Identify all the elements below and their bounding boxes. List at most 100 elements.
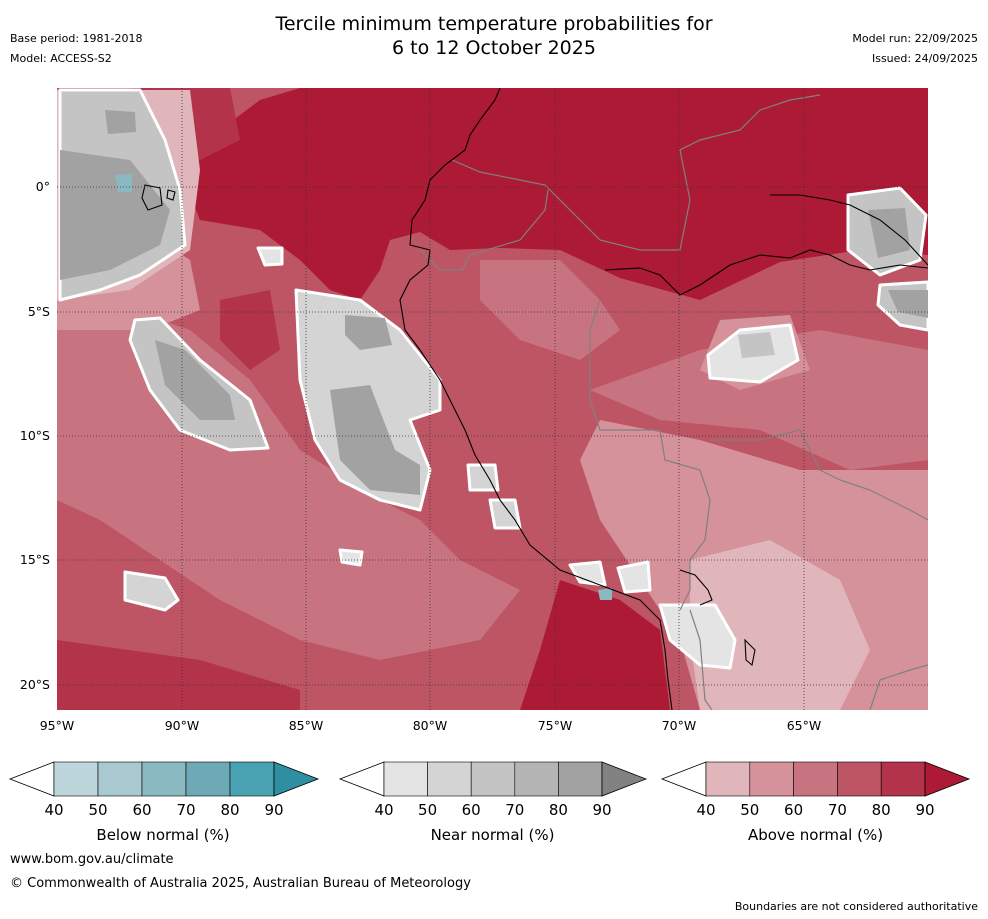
near-tick-90: 90: [592, 801, 612, 819]
below-spot-coast: [598, 588, 612, 600]
colorbar-below: [8, 761, 320, 797]
border-bolivia-chile: [689, 609, 713, 710]
rio-negro: [770, 194, 928, 266]
above-bin-80: [880, 761, 926, 797]
above-bin-60: [793, 761, 838, 797]
lon-label-75w: 75°W: [537, 718, 573, 733]
lake-poopo: [744, 638, 756, 667]
colorbar-near-label: Near normal (%): [430, 826, 555, 844]
near-tick-50: 50: [418, 801, 438, 819]
near-core-nw: [105, 110, 136, 134]
map-title-line2: 6 to 12 October 2025: [392, 37, 596, 59]
border-peru-brazil-bolivia: [589, 299, 711, 611]
lon-label-85w: 85°W: [288, 718, 324, 733]
below-bin-over: [273, 761, 320, 797]
below-bin-40: [53, 761, 99, 797]
near-core-ne2: [888, 290, 928, 318]
near-region-small5: [338, 548, 364, 567]
below-tick-40: 40: [44, 801, 64, 819]
below-spot-galapagos: [115, 174, 132, 192]
colorbar-above-label: Above normal (%): [747, 826, 884, 844]
near-tick-60: 60: [461, 801, 481, 819]
below-bin-50: [97, 761, 143, 797]
model-run: Model run: 22/09/2025: [852, 32, 978, 45]
below-bin-under: [8, 761, 55, 797]
lat-label-10s: 10°S: [19, 428, 50, 443]
colorbar-above: [660, 761, 971, 797]
near-bin-60: [470, 761, 516, 797]
website-link[interactable]: www.bom.gov.au/climate: [10, 852, 174, 867]
galapagos-island-1: [141, 184, 163, 211]
above-tick-60: 60: [784, 801, 804, 819]
field-above-70-east: [590, 330, 928, 470]
near-region-small4: [256, 246, 284, 267]
colorbar-below-label: Below normal (%): [96, 826, 230, 844]
lake-titicaca: [679, 569, 713, 606]
near-bin-40: [383, 761, 428, 797]
below-bin-60: [141, 761, 187, 797]
above-tick-40: 40: [696, 801, 716, 819]
map-title-line1: Tercile minimum temperature probabilitie…: [275, 13, 713, 35]
above-tick-90: 90: [915, 801, 935, 819]
field-above-90-sw: [57, 640, 300, 710]
near-region-small6: [466, 463, 500, 492]
field-above-90-c1: [220, 290, 280, 370]
lon-label-90w: 90°W: [164, 718, 200, 733]
near-core-galapagos: [60, 150, 170, 280]
lat-label-5s: 5°S: [27, 304, 50, 319]
map-title: Tercile minimum temperature probabilitie…: [0, 12, 988, 60]
above-tick-50: 50: [740, 801, 760, 819]
field-above-70-n: [480, 260, 620, 360]
pacific-coastline: [399, 88, 673, 710]
colorbar-near: [338, 761, 648, 797]
field-above-50-se: [690, 540, 870, 710]
near-region-small1: [488, 498, 522, 530]
near-core-ne: [868, 208, 910, 258]
amazon-river: [604, 249, 928, 296]
near-bin-70: [514, 761, 559, 797]
below-tick-70: 70: [176, 801, 196, 819]
border-ecuador-colombia-brazil: [451, 94, 821, 251]
base-period: Base period: 1981-2018: [10, 32, 143, 45]
field-above-90-south: [520, 580, 670, 710]
near-core-west1: [155, 340, 235, 420]
below-tick-80: 80: [220, 801, 240, 819]
near-core-coast: [330, 385, 420, 495]
above-bin-70: [837, 761, 882, 797]
map-field: [57, 88, 928, 710]
lon-label-80w: 80°W: [412, 718, 448, 733]
below-tick-90: 90: [264, 801, 284, 819]
lon-label-70w: 70°W: [661, 718, 697, 733]
near-tick-70: 70: [505, 801, 525, 819]
near-core-coast2: [345, 315, 392, 350]
above-bin-50: [749, 761, 794, 797]
below-bin-80: [229, 761, 275, 797]
lon-label-65w: 65°W: [786, 718, 822, 733]
lat-label-15s: 15°S: [19, 552, 50, 567]
copyright-text: © Commonwealth of Australia 2025, Austra…: [10, 876, 471, 891]
above-tick-80: 80: [871, 801, 891, 819]
above-bin-over: [924, 761, 971, 797]
country-boundaries: [419, 94, 928, 710]
colorbars: [8, 761, 971, 797]
near-bin-50: [427, 761, 472, 797]
border-ecuador-peru: [419, 189, 549, 271]
near-region-sw: [123, 570, 180, 612]
above-tick-70: 70: [827, 801, 847, 819]
near-tick-40: 40: [374, 801, 394, 819]
lon-label-95w: 95°W: [39, 718, 75, 733]
below-tick-50: 50: [88, 801, 108, 819]
border-paraguay: [869, 664, 928, 710]
near-bin-over: [601, 761, 648, 797]
below-tick-60: 60: [132, 801, 152, 819]
lat-label-0: 0°: [35, 179, 50, 194]
lat-label-20s: 20°S: [19, 677, 50, 692]
model-name: Model: ACCESS-S2: [10, 52, 112, 65]
below-bin-70: [185, 761, 231, 797]
boundary-disclaimer: Boundaries are not considered authoritat…: [734, 900, 978, 913]
graticule: [57, 88, 928, 710]
above-bin-40: [705, 761, 751, 797]
galapagos-island-2: [166, 189, 176, 201]
above-bin-under: [660, 761, 707, 797]
